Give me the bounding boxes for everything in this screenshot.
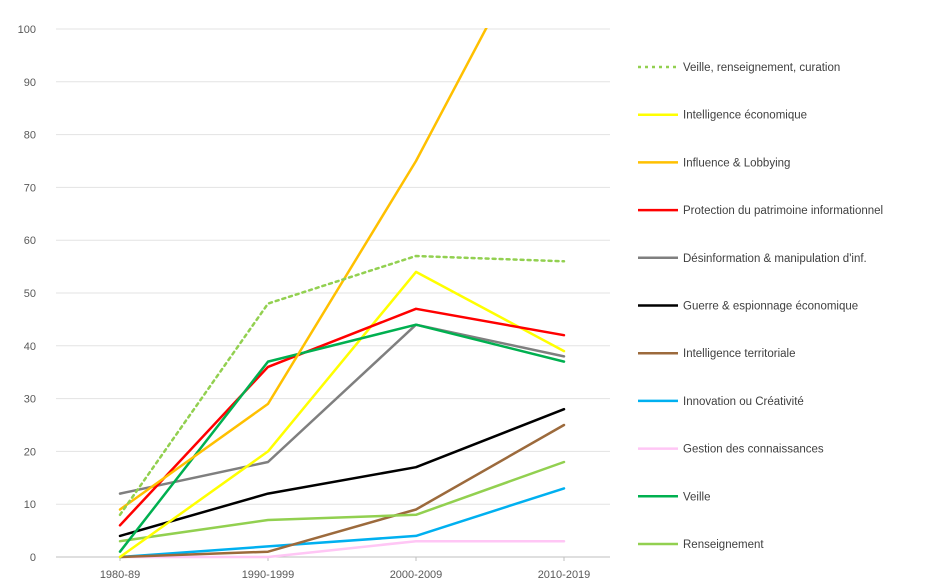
series-line	[118, 407, 566, 538]
y-tick-label: 60	[24, 235, 36, 247]
y-tick-label: 30	[24, 394, 36, 406]
legend-label: Guerre & espionnage économique	[683, 301, 858, 313]
y-tick-label: 70	[24, 182, 36, 194]
y-tick-label: 80	[24, 130, 36, 142]
x-axis: 1980-89 1990-1999 2000-2009 2010-2019	[100, 557, 590, 581]
legend: Veille, renseignement, curation Intellige…	[638, 62, 883, 551]
series-line	[118, 487, 566, 559]
legend-label: Innovation ou Créativité	[683, 396, 804, 408]
x-tick-label: 2000-2009	[390, 569, 443, 581]
legend-label: Intelligence économique	[683, 110, 807, 122]
y-tick-label: 100	[18, 24, 36, 36]
gridlines	[56, 28, 610, 558]
series-line	[118, 423, 566, 559]
legend-label: Désinformation & manipulation d'inf.	[683, 253, 867, 265]
series-line	[118, 323, 566, 495]
y-tick-label: 90	[24, 77, 36, 89]
legend-label: Protection du patrimoine informationnel	[683, 205, 883, 217]
series-line	[118, 539, 566, 559]
x-tick-label: 2010-2019	[538, 569, 591, 581]
legend-label: Intelligence territoriale	[683, 348, 796, 360]
x-tick-label: 1980-89	[100, 569, 140, 581]
series-line	[118, 460, 566, 543]
y-tick-label: 50	[24, 288, 36, 300]
legend-label: Veille, renseignement, curation	[683, 62, 840, 74]
series-line	[118, 28, 488, 511]
y-axis: 0 10 20 30 40 50 60 70 80 90 100	[18, 24, 36, 564]
legend-label: Gestion des connaissances	[683, 444, 824, 456]
series-line	[118, 307, 566, 527]
legend-label: Influence & Lobbying	[683, 157, 790, 169]
y-tick-label: 10	[24, 499, 36, 511]
legend-label: Renseignement	[683, 539, 764, 551]
y-tick-label: 40	[24, 341, 36, 353]
series-lines	[118, 28, 566, 559]
y-tick-label: 0	[30, 552, 36, 564]
series-line	[118, 254, 566, 517]
legend-label: Veille	[683, 491, 711, 503]
series-line	[118, 270, 566, 559]
x-tick-label: 1990-1999	[242, 569, 295, 581]
y-tick-label: 20	[24, 446, 36, 458]
